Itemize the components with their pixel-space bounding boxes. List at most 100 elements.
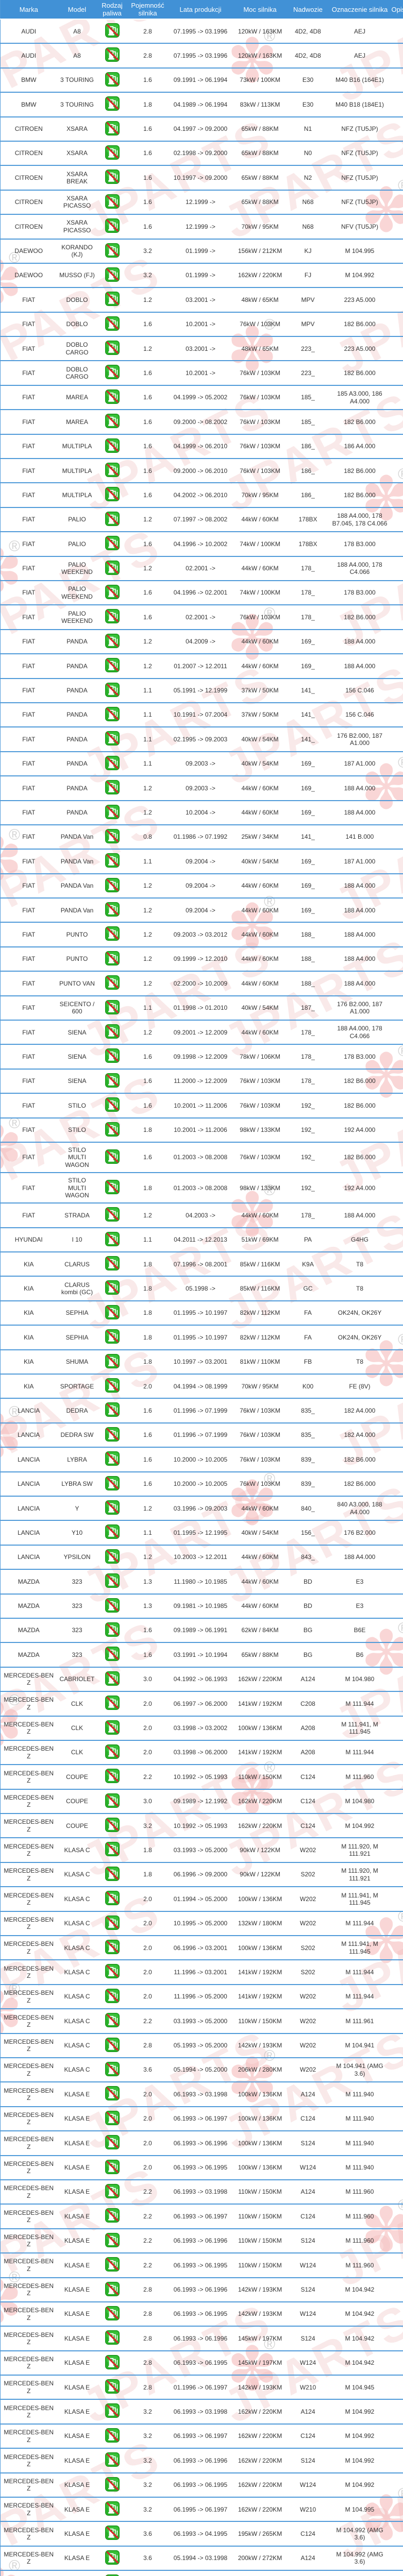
cell-model: KLASA E: [57, 2375, 97, 2400]
cell-pojemnosc: 2.2: [127, 2204, 169, 2229]
cell-opis: [391, 238, 403, 263]
cell-marka: FIAT: [0, 824, 57, 850]
cell-lata: 09.2003 -> 03.2012: [168, 922, 233, 947]
cell-lata: 05.1994 -> 06.1997: [168, 2570, 233, 2576]
cell-oznaczenie: 141 B.000: [328, 824, 391, 850]
cell-marka: MERCEDES-BENZ: [0, 1691, 57, 1716]
table-row: MERCEDES-BENZ KLASA E 2.0 06.1993 -> 06.19…: [0, 2106, 403, 2131]
cell-moc: 162kW / 220KM: [232, 1813, 288, 1838]
table-header-row: Marka Model Rodzaj paliwa Pojemność silnika…: [0, 0, 403, 20]
cell-marka: MERCEDES-BENZ: [0, 2057, 57, 2082]
cell-oznaczenie: 178 B3.000: [328, 580, 391, 605]
cell-moc: 195kW / 265KM: [232, 2521, 288, 2546]
cell-moc: 25kW / 34KM: [232, 824, 288, 850]
cell-moc: 76kW / 103KM: [232, 311, 288, 337]
cell-oznaczenie: M 111.944: [328, 1739, 391, 1765]
cell-paliwo: [97, 506, 127, 532]
cell-lata: 02.1998 -> 09.2000: [168, 140, 233, 166]
cell-pojemnosc: 2.8: [127, 2277, 169, 2302]
cell-paliwo: [97, 677, 127, 703]
table-row: FIAT PUNTO 1.2 09.2003 -> 03.2012 44kW / 60…: [0, 922, 403, 947]
cell-marka: FIAT: [0, 1068, 57, 1094]
cell-model: CABRIOLET: [57, 1666, 97, 1692]
cell-marka: MERCEDES-BENZ: [0, 2301, 57, 2327]
cell-moc: 162kW / 220KM: [232, 2472, 288, 2498]
cell-opis: [391, 116, 403, 141]
cell-model: XSARA: [57, 140, 97, 166]
cell-moc: 110kW / 150KM: [232, 2204, 288, 2229]
cell-opis: [391, 2545, 403, 2571]
cell-paliwo: [97, 2301, 127, 2327]
no-petrol-icon: [105, 2208, 120, 2223]
no-petrol-icon: [105, 1256, 120, 1271]
cell-model: XSARA BREAK: [57, 165, 97, 190]
cell-oznaczenie: 182 B6.000: [328, 604, 391, 630]
no-petrol-icon: [105, 1500, 120, 1515]
cell-model: KLASA E: [57, 2228, 97, 2253]
cell-pojemnosc: 2.0: [127, 1886, 169, 1911]
cell-pojemnosc: 3.2: [127, 1813, 169, 1838]
cell-model: LYBRA: [57, 1447, 97, 1472]
cell-lata: 11.1996 -> 03.2001: [168, 1959, 233, 1985]
cell-nadwozie: 188_: [287, 971, 329, 996]
cell-oznaczenie: 176 B2.000, 187 A1.000: [328, 995, 391, 1021]
cell-opis: [391, 1886, 403, 1911]
cell-nadwozie: S124: [287, 2277, 329, 2302]
cell-oznaczenie: M 111.940: [328, 2106, 391, 2131]
no-petrol-icon: [105, 2379, 120, 2394]
cell-paliwo: [97, 2570, 127, 2576]
cell-paliwo: [97, 849, 127, 874]
cell-opis: [391, 971, 403, 996]
table-header: Marka Model Rodzaj paliwa Pojemność silnika…: [0, 0, 403, 20]
table-row: FIAT PANDA 1.1 10.1991 -> 07.2004 37kW / 50…: [0, 702, 403, 727]
cell-paliwo: [97, 1202, 127, 1228]
cell-moc: 44kW / 60KM: [232, 1593, 288, 1618]
cell-nadwozie: 192_: [287, 1172, 329, 1204]
cell-paliwo: [97, 1374, 127, 1399]
cell-oznaczenie: E3: [328, 1569, 391, 1594]
cell-paliwo: [97, 531, 127, 556]
cell-opis: [391, 2448, 403, 2473]
cell-oznaczenie: M 111.920, M 111.921: [328, 1837, 391, 1862]
cell-moc: 44kW / 60KM: [232, 897, 288, 923]
cell-marka: LANCIA: [0, 1495, 57, 1521]
cell-model: XSARA PICASSO: [57, 189, 97, 215]
table-row: MERCEDES-BENZ KLASA E 2.2 06.1993 -> 06.19…: [0, 2228, 403, 2253]
cell-lata: 05.1998 ->: [168, 1276, 233, 1301]
cell-lata: 09.2004 ->: [168, 849, 233, 874]
cell-moc: 76kW / 103KM: [232, 360, 288, 385]
cell-lata: 07.1995 -> 03.1996: [168, 43, 233, 68]
cell-pojemnosc: 3.2: [127, 238, 169, 263]
cell-moc: 70kW / 95KM: [232, 482, 288, 507]
cell-pojemnosc: 3.6: [127, 2570, 169, 2576]
cell-pojemnosc: 2.8: [127, 2326, 169, 2351]
cell-marka: FIAT: [0, 555, 57, 581]
no-petrol-icon: [105, 560, 120, 575]
no-petrol-icon: [105, 121, 120, 135]
no-petrol-icon: [105, 218, 120, 233]
cell-model: 323: [57, 1569, 97, 1594]
cell-model: PANDA Van: [57, 849, 97, 874]
cell-lata: 06.1993 -> 06.1995: [168, 2350, 233, 2376]
cell-marka: FIAT: [0, 995, 57, 1021]
cell-pojemnosc: 1.2: [127, 287, 169, 312]
cell-pojemnosc: 1.6: [127, 1093, 169, 1118]
table-row: CITROEN XSARA PICASSO 1.6 12.1999 -> 70kW /…: [0, 214, 403, 239]
cell-pojemnosc: 3.2: [127, 2497, 169, 2522]
table-row: MERCEDES-BENZ KLASA E 2.2 06.1993 -> 06.19…: [0, 2204, 403, 2229]
cell-marka: DAEWOO: [0, 238, 57, 263]
table-row: FIAT PANDA Van 1.2 09.2004 -> 44kW / 60KM 16…: [0, 873, 403, 899]
cell-opis: [391, 726, 403, 752]
cell-lata: 03.2001 ->: [168, 336, 233, 361]
cell-paliwo: [97, 1959, 127, 1985]
table-row: MAZDA 323 1.3 09.1981 -> 10.1985 44kW / 60K…: [0, 1593, 403, 1618]
cell-lata: 01.2003 -> 08.2008: [168, 1172, 233, 1204]
table-row: FIAT PALIO WEEKEND 1.2 02.2001 -> 44kW / 60…: [0, 555, 403, 581]
cell-opis: [391, 2130, 403, 2156]
cell-marka: FIAT: [0, 702, 57, 727]
cell-nadwozie: A124: [287, 2179, 329, 2205]
no-petrol-icon: [105, 1048, 120, 1063]
cell-pojemnosc: 1.6: [127, 384, 169, 410]
cell-paliwo: [97, 433, 127, 459]
table-row: MERCEDES-BENZ KLASA E 3.2 06.1993 -> 03.19…: [0, 2399, 403, 2424]
